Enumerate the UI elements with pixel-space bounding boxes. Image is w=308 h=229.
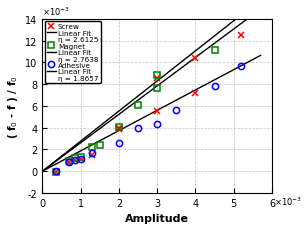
- Text: $\times10^{-3}$: $\times10^{-3}$: [274, 195, 302, 207]
- X-axis label: Amplitude: Amplitude: [125, 213, 189, 224]
- Y-axis label: ( f$_0$ - f ) / f$_0$: ( f$_0$ - f ) / f$_0$: [6, 74, 19, 138]
- Text: $\times10^{-3}$: $\times10^{-3}$: [42, 5, 70, 18]
- Legend: Screw, Linear Fit, η = 2.6125, Magnet, Linear Fit , η = 2.7638, Adhesive, Linear: Screw, Linear Fit, η = 2.6125, Magnet, L…: [45, 22, 101, 84]
